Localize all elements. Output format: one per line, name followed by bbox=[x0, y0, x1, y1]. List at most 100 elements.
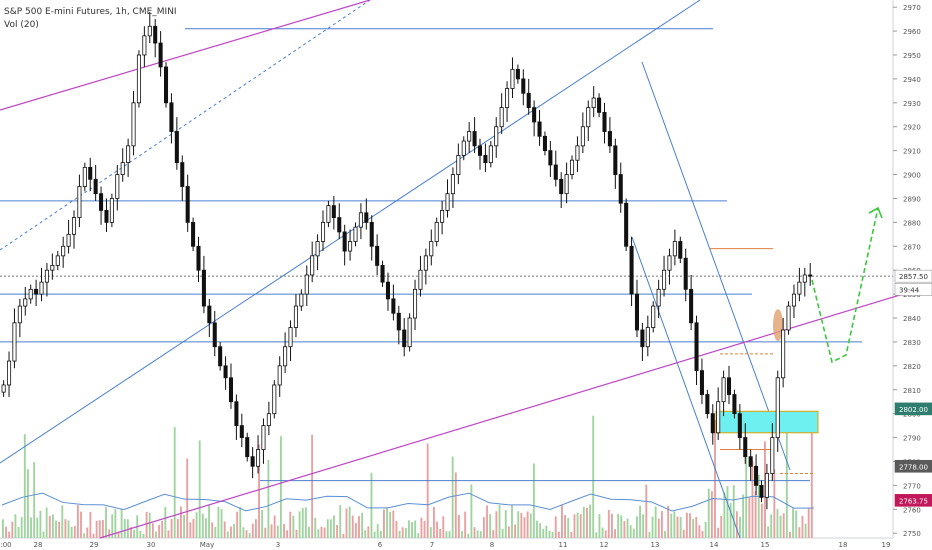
candle-body bbox=[245, 437, 250, 458]
volume-bar bbox=[754, 491, 757, 538]
volume-bar bbox=[757, 474, 760, 538]
volume-bar bbox=[292, 515, 295, 538]
candle-body bbox=[288, 327, 293, 348]
volume-bar bbox=[217, 506, 220, 538]
candle-body bbox=[488, 145, 493, 163]
volume-bar bbox=[295, 529, 298, 538]
candle-body bbox=[50, 265, 55, 271]
volume-bar bbox=[67, 520, 70, 538]
volume-bar bbox=[807, 508, 810, 538]
volume-bar bbox=[83, 533, 86, 538]
volume-bar bbox=[539, 523, 542, 538]
volume-bar bbox=[617, 513, 620, 538]
volume-bar bbox=[248, 533, 251, 538]
candle-body bbox=[672, 241, 677, 257]
candle-body bbox=[721, 377, 726, 403]
volume-bar bbox=[298, 511, 301, 538]
volume-bar bbox=[108, 529, 111, 538]
candle-body bbox=[802, 274, 807, 283]
volume-bar bbox=[308, 526, 310, 538]
volume-bar bbox=[408, 520, 410, 538]
candle-body bbox=[532, 107, 537, 123]
y-tick-label: 2950 bbox=[903, 52, 921, 60]
candle-body bbox=[304, 274, 309, 295]
volume-bar bbox=[395, 521, 398, 538]
volume-bar bbox=[173, 427, 176, 538]
volume-bar bbox=[189, 522, 192, 538]
volume-bar bbox=[45, 507, 48, 538]
candle-body bbox=[147, 25, 152, 37]
volume-bar bbox=[2, 519, 4, 538]
volume-bar bbox=[264, 527, 267, 538]
candle-body bbox=[553, 164, 558, 180]
volume-bar bbox=[785, 426, 788, 538]
volume-bar bbox=[536, 520, 538, 538]
trendline-blue-down1 bbox=[641, 61, 791, 471]
volume-bar bbox=[8, 531, 11, 538]
volume-bar bbox=[304, 507, 307, 538]
trendline-blue-dashed bbox=[0, 0, 371, 251]
candle-body bbox=[28, 288, 33, 300]
candle-body bbox=[613, 145, 618, 175]
candle-body bbox=[326, 205, 331, 223]
candle-body bbox=[656, 288, 661, 307]
candle-body bbox=[640, 329, 645, 348]
volume-bar bbox=[623, 521, 626, 538]
volume-bar bbox=[570, 532, 573, 538]
volume-bar bbox=[201, 513, 204, 538]
candle-body bbox=[472, 131, 477, 147]
volume-bar bbox=[620, 515, 623, 538]
volume-bar bbox=[586, 507, 588, 538]
volume-bar bbox=[389, 511, 392, 538]
volume-bar bbox=[707, 488, 710, 538]
x-tick-label: May bbox=[200, 541, 214, 549]
candle-body bbox=[207, 305, 212, 324]
volume-bar bbox=[176, 519, 179, 538]
y-tick-label: 2750 bbox=[903, 530, 921, 538]
candle-body bbox=[754, 465, 759, 486]
candle-body bbox=[277, 365, 282, 386]
candle-body bbox=[115, 174, 120, 199]
volume-bar bbox=[495, 511, 498, 538]
volume-bar bbox=[226, 531, 229, 538]
volume-bar bbox=[773, 469, 776, 538]
volume-bar bbox=[123, 519, 126, 538]
volume-bar bbox=[804, 523, 807, 538]
volume-bar bbox=[532, 463, 535, 538]
y-tick-label: 2890 bbox=[903, 195, 921, 203]
volume-bar bbox=[320, 526, 323, 538]
volume-bar bbox=[654, 506, 657, 538]
volume-bar bbox=[339, 505, 342, 538]
candle-body bbox=[142, 35, 147, 56]
volume-bar bbox=[258, 444, 260, 538]
volume-bar bbox=[726, 486, 729, 538]
volume-bar bbox=[489, 514, 492, 538]
candle-body bbox=[662, 269, 667, 290]
volume-bar bbox=[729, 503, 732, 538]
candle-body bbox=[510, 68, 515, 89]
volume-bar bbox=[89, 511, 92, 538]
volume-bar bbox=[351, 515, 354, 538]
candle-body bbox=[163, 66, 169, 104]
volume-bar bbox=[411, 522, 413, 538]
volume-bar bbox=[58, 521, 61, 538]
volume-bar bbox=[420, 517, 423, 538]
volume-bar bbox=[782, 513, 785, 538]
candle-body bbox=[689, 288, 694, 324]
volume-bar bbox=[486, 505, 488, 538]
volume-bar bbox=[111, 514, 114, 538]
volume-bar bbox=[64, 519, 67, 538]
volume-bar bbox=[314, 517, 317, 538]
volume-bar bbox=[26, 469, 29, 538]
volume-bar bbox=[473, 527, 476, 538]
volume-bar bbox=[492, 530, 495, 538]
x-tick-label: 15 bbox=[761, 541, 770, 549]
volume-bar bbox=[239, 506, 242, 538]
candle-body bbox=[44, 269, 49, 283]
volume-bar bbox=[767, 526, 770, 538]
volume-ma-line bbox=[1, 492, 815, 512]
volume-bar bbox=[423, 521, 426, 538]
volume-bar bbox=[520, 512, 523, 538]
candle-body bbox=[180, 162, 185, 187]
